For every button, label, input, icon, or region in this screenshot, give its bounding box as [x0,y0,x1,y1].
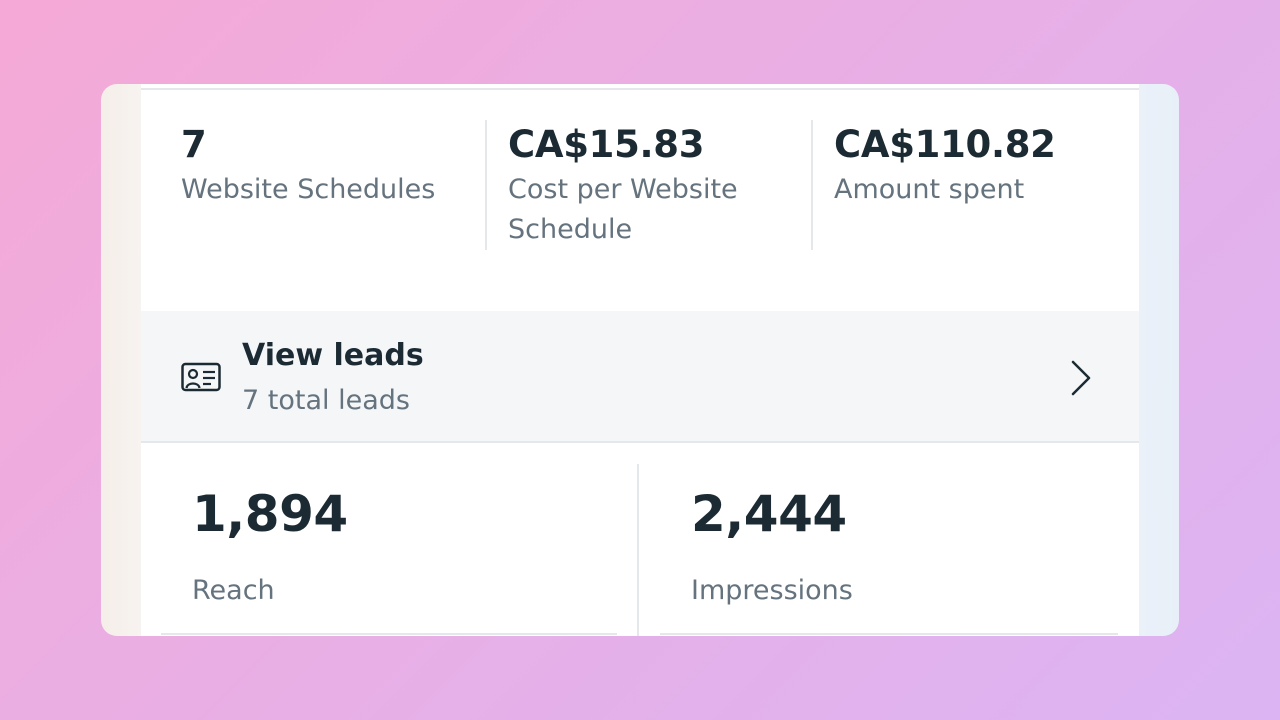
app-frame: 7 Website Schedules CA$15.83 Cost per We… [101,84,1179,636]
stat-reach: 1,894 Reach [192,479,348,611]
metric-label-line: Cost per Website [508,174,738,205]
metric-amount-spent: CA$110.82 Amount spent [834,120,1124,210]
stat-impressions: 2,444 Impressions [691,479,853,611]
total-leads-count: 7 total leads [242,385,410,416]
stat-value: 1,894 [192,485,348,543]
metric-website-schedules: 7 Website Schedules [181,120,481,210]
metric-label: Cost per Website Schedule [508,170,788,250]
stat-divider [637,464,639,636]
view-leads-title: View leads [242,338,424,373]
bottom-divider [660,633,1118,635]
top-divider [141,88,1139,90]
metric-value: 7 [181,123,207,166]
metric-label-line: Schedule [508,214,633,245]
contact-card-icon [181,362,221,392]
metric-cost-per-schedule: CA$15.83 Cost per Website Schedule [508,120,788,250]
insights-screen: 7 Website Schedules CA$15.83 Cost per We… [141,84,1139,636]
stat-label: Impressions [691,575,853,606]
metric-value: CA$110.82 [834,123,1056,166]
metric-label: Website Schedules [181,174,436,205]
metric-divider [485,120,487,250]
metric-value: CA$15.83 [508,123,705,166]
metric-divider [811,120,813,250]
stat-label: Reach [192,575,275,606]
chevron-right-icon[interactable] [1069,358,1093,398]
stat-value: 2,444 [691,485,847,543]
view-leads-row[interactable]: View leads 7 total leads [141,311,1139,443]
bottom-divider [161,633,617,635]
metric-label: Amount spent [834,174,1025,205]
